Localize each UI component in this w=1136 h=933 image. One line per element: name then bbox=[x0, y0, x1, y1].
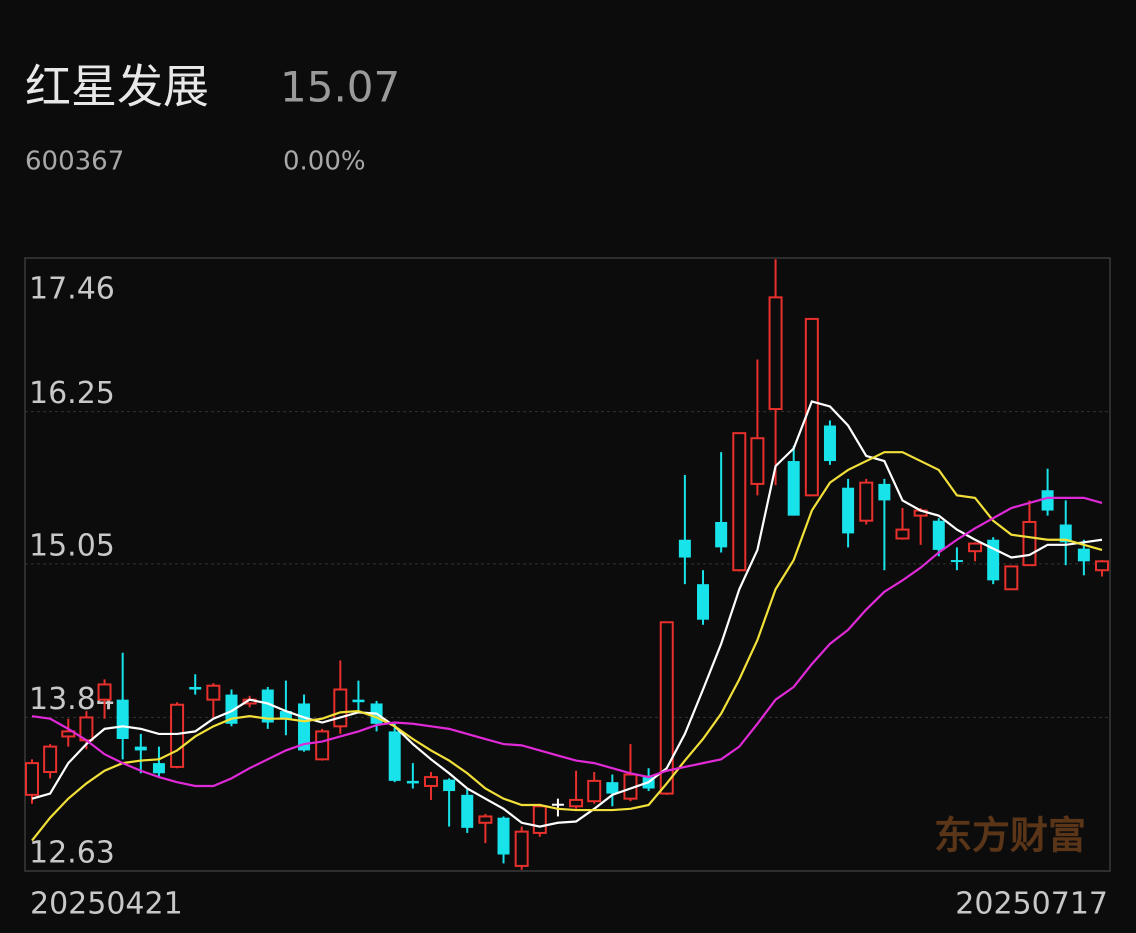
candle-body bbox=[443, 779, 456, 792]
candle-body bbox=[1022, 520, 1037, 567]
candle-body bbox=[1095, 560, 1109, 572]
candle-body bbox=[478, 815, 493, 824]
candle-body bbox=[895, 528, 910, 540]
candle-body bbox=[1041, 490, 1054, 511]
candle-body bbox=[170, 703, 185, 768]
candle-body bbox=[715, 521, 728, 548]
candle-body bbox=[388, 731, 401, 781]
candle-body bbox=[497, 817, 510, 855]
candle-body bbox=[551, 803, 564, 806]
candle-body bbox=[950, 560, 963, 563]
candle-body bbox=[787, 461, 800, 516]
candle-body bbox=[461, 794, 474, 828]
candle-body bbox=[823, 425, 836, 462]
chart-frame bbox=[24, 257, 1111, 872]
candle-body bbox=[859, 481, 874, 522]
candle-body bbox=[968, 542, 983, 553]
y-tick-label: 15.05 bbox=[29, 528, 115, 563]
candle-body bbox=[1004, 565, 1019, 591]
moving-average-line bbox=[31, 451, 1103, 842]
candle-body bbox=[352, 699, 365, 703]
watermark: 东方财富 bbox=[934, 814, 1086, 858]
candle-body bbox=[315, 730, 330, 761]
candle-body bbox=[206, 684, 221, 701]
candle-body bbox=[514, 830, 529, 867]
stock-name: 红星发展 bbox=[25, 60, 209, 114]
candle-body bbox=[97, 683, 112, 701]
candle-body bbox=[225, 694, 238, 724]
candle-body bbox=[804, 317, 819, 497]
candle-body bbox=[333, 688, 348, 728]
candle-body bbox=[678, 539, 691, 558]
candle-body bbox=[1059, 524, 1072, 543]
candle-body bbox=[1077, 548, 1090, 562]
candle-body bbox=[768, 296, 783, 411]
candle-body bbox=[932, 520, 945, 550]
stock-code: 600367 bbox=[25, 147, 124, 177]
candle-body bbox=[587, 779, 602, 803]
stock-change: 0.00% bbox=[283, 147, 366, 177]
candle-body bbox=[116, 699, 129, 740]
candle-body bbox=[43, 745, 58, 774]
moving-average-line bbox=[31, 496, 1103, 788]
candle-body bbox=[152, 763, 165, 774]
x-tick-label: 20250421 bbox=[30, 887, 183, 922]
y-tick-label: 16.25 bbox=[29, 376, 115, 411]
candle-body bbox=[25, 762, 39, 796]
moving-average-line bbox=[31, 400, 1103, 828]
candle-body bbox=[606, 782, 619, 794]
candle-body bbox=[261, 689, 274, 723]
candle-body bbox=[406, 780, 419, 784]
candle-body bbox=[842, 487, 855, 534]
candle-body bbox=[279, 711, 292, 719]
candle-body bbox=[659, 621, 674, 795]
candle-body bbox=[134, 746, 147, 751]
candle-body bbox=[732, 432, 747, 572]
candle-body bbox=[569, 798, 584, 808]
x-tick-label: 20250717 bbox=[955, 887, 1108, 922]
candle-body bbox=[298, 703, 311, 751]
y-tick-label: 17.46 bbox=[29, 272, 115, 307]
candle-body bbox=[532, 805, 547, 834]
stock-price: 15.07 bbox=[280, 63, 400, 112]
candle-body bbox=[423, 776, 438, 787]
candle-body bbox=[750, 437, 765, 485]
candle-body bbox=[697, 584, 710, 620]
candle-body bbox=[189, 686, 202, 690]
y-tick-label: 12.63 bbox=[29, 836, 115, 871]
candle-body bbox=[878, 483, 891, 501]
